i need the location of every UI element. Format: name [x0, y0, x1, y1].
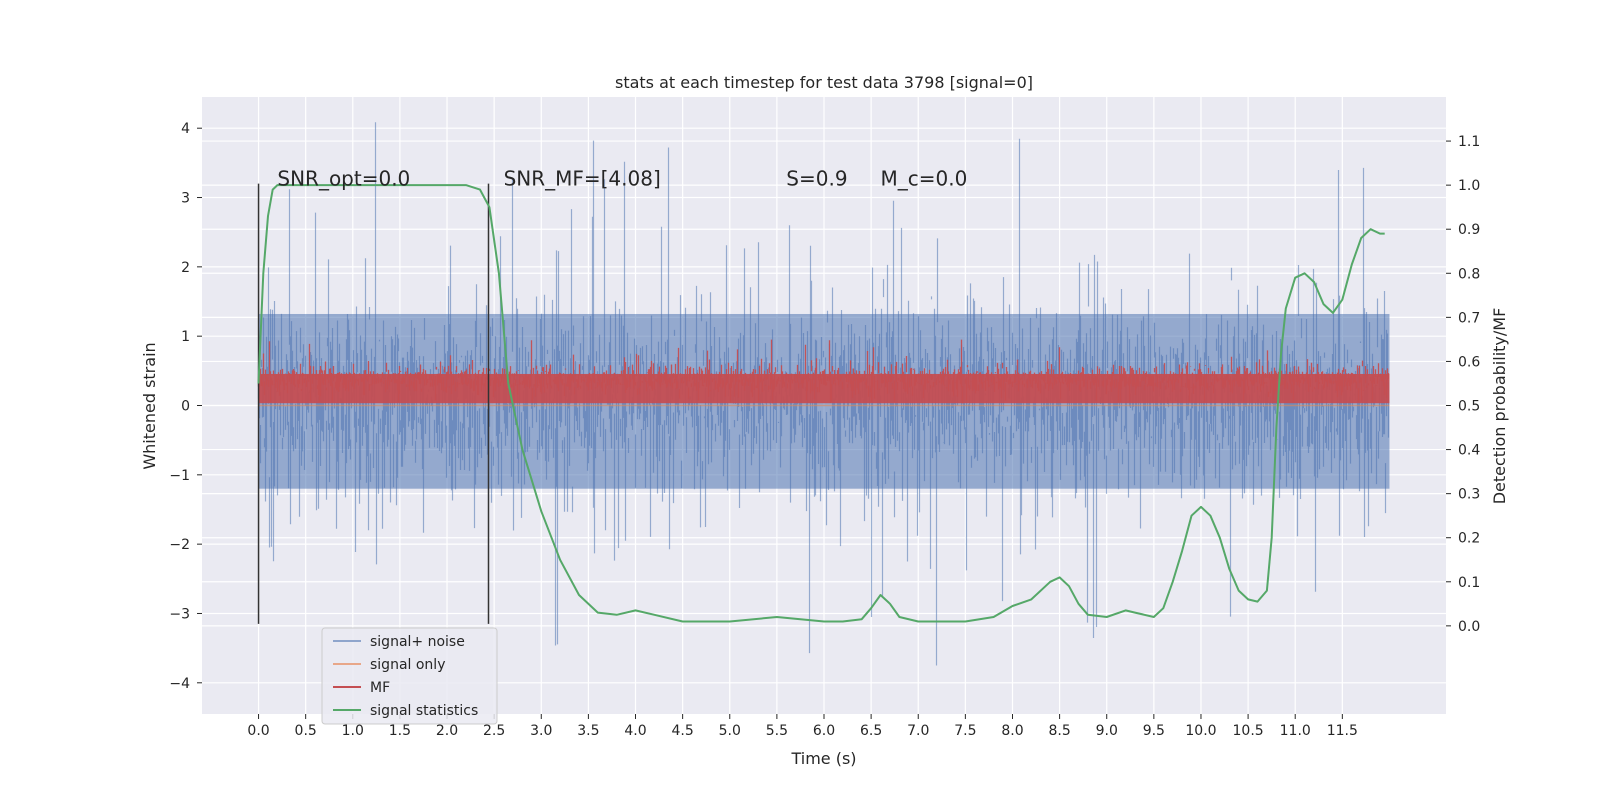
y-right-axis-label: Detection probability/MF: [1490, 308, 1509, 505]
y-right-tick-label-5: 0.6: [1458, 354, 1480, 370]
y-right-tick-label-10: 0.1: [1458, 575, 1480, 591]
series-mf: [257, 339, 1390, 404]
y-right-tick-label-9: 0.2: [1458, 531, 1480, 547]
y-left-tick-label-6: −2: [169, 537, 190, 553]
y-left-axis-ticks: 4 3 2 1 0 −1 −2 −3 −4: [169, 121, 202, 692]
x-tick-label-18: 9.0: [1096, 723, 1118, 739]
x-tick-label-3: 1.5: [389, 723, 411, 739]
signal-statistics-line: [257, 184, 1385, 623]
x-tick-label-17: 8.5: [1048, 723, 1070, 739]
x-tick-label-0: 0.0: [247, 723, 269, 739]
y-left-axis-label: Whitened strain: [140, 342, 159, 469]
x-tick-label-5: 2.5: [483, 723, 505, 739]
y-left-tick-label-7: −3: [169, 606, 190, 622]
x-tick-label-20: 10.0: [1185, 723, 1216, 739]
x-tick-label-22: 11.0: [1280, 723, 1311, 739]
annotation-2: S=0.9: [786, 167, 847, 191]
legend: signal+ noise signal only MF signal stat…: [321, 627, 498, 725]
x-tick-label-14: 7.0: [907, 723, 929, 739]
x-tick-label-1: 0.5: [295, 723, 317, 739]
y-right-axis-ticks: 1.1 1.0 0.9 0.8 0.7 0.6 0.5 0.4 0.3 0.2 0.1 0.0: [1446, 134, 1480, 635]
y-right-tick-label-0: 1.1: [1458, 134, 1480, 150]
x-tick-label-2: 1.0: [342, 723, 364, 739]
y-right-tick-label-11: 0.0: [1458, 619, 1480, 635]
y-left-tick-label-5: −1: [169, 468, 190, 484]
x-tick-label-8: 4.0: [624, 723, 646, 739]
y-left-tick-label-2: 2: [181, 260, 190, 276]
annotation-3: M_c=0.0: [881, 167, 968, 191]
y-left-tick-label-4: 0: [181, 399, 190, 415]
y-right-tick-label-2: 0.9: [1458, 222, 1480, 238]
x-tick-label-21: 10.5: [1233, 723, 1264, 739]
x-tick-label-23: 11.5: [1327, 723, 1358, 739]
vertical-markers: [257, 183, 490, 624]
y-right-tick-label-4: 0.7: [1458, 310, 1480, 326]
x-tick-label-16: 8.0: [1001, 723, 1023, 739]
y-right-tick-label-3: 0.8: [1458, 266, 1480, 282]
x-tick-label-9: 4.5: [672, 723, 694, 739]
y-left-tick-label-8: −4: [169, 676, 190, 692]
annotation-1: SNR_MF=[4.08]: [504, 167, 661, 191]
chart-title: stats at each timestep for test data 379…: [615, 73, 1033, 92]
legend-label-mf: MF: [370, 680, 390, 696]
y-right-tick-label-1: 1.0: [1458, 178, 1480, 194]
annotation-0: SNR_opt=0.0: [277, 167, 410, 191]
x-tick-label-10: 5.0: [719, 723, 741, 739]
y-left-tick-label-0: 4: [181, 121, 190, 137]
x-tick-label-7: 3.5: [577, 723, 599, 739]
x-axis-label: Time (s): [790, 749, 856, 768]
series-signal-statistics: [257, 184, 1385, 623]
legend-label-signal-statistics: signal statistics: [370, 703, 478, 719]
legend-label-signal-only: signal only: [370, 657, 445, 673]
x-axis-ticks: 0.0 0.5 1.0 1.5 2.0 2.5 3.0 3.5 4.0 4.5 5.0 5.5 6.0 6…: [247, 714, 1358, 739]
x-tick-label-15: 7.5: [954, 723, 976, 739]
x-tick-label-12: 6.0: [813, 723, 835, 739]
legend-label-signal-noise: signal+ noise: [370, 634, 465, 650]
y-left-tick-label-1: 3: [181, 191, 190, 207]
annotations: SNR_opt=0.0 SNR_MF=[4.08] S=0.9 M_c=0.0: [277, 167, 967, 191]
y-left-tick-label-3: 1: [181, 329, 190, 345]
x-tick-label-13: 6.5: [860, 723, 882, 739]
legend-box: [321, 627, 498, 725]
x-tick-label-11: 5.5: [766, 723, 788, 739]
x-tick-label-6: 3.0: [530, 723, 552, 739]
y-right-tick-label-7: 0.4: [1458, 443, 1480, 459]
y-right-tick-label-8: 0.3: [1458, 487, 1480, 503]
x-tick-label-19: 9.5: [1143, 723, 1165, 739]
x-tick-label-4: 2.0: [436, 723, 458, 739]
y-right-tick-label-6: 0.5: [1458, 399, 1480, 415]
